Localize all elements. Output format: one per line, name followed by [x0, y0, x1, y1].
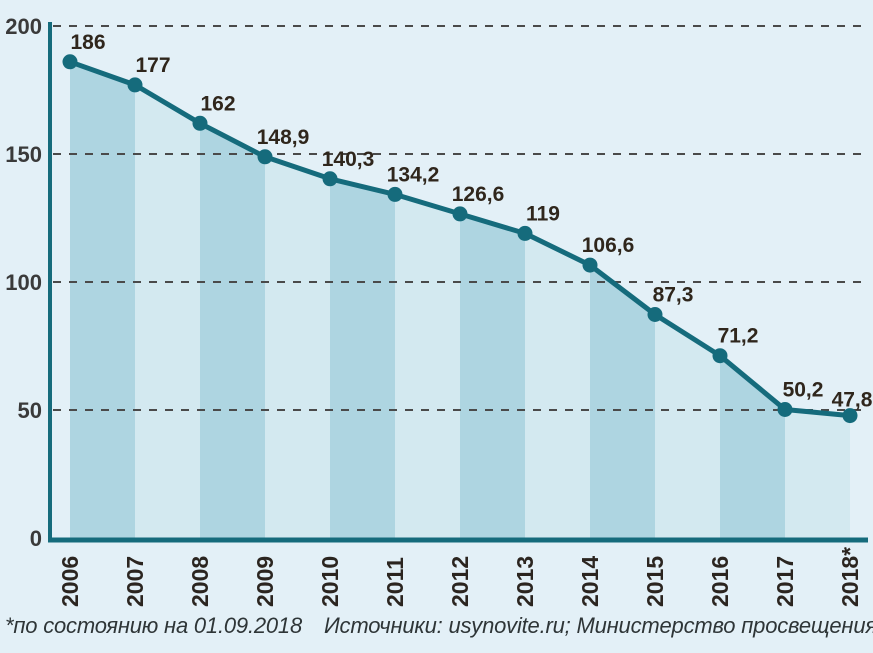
x-axis-year-label: 2016 — [707, 556, 733, 607]
y-axis-label: 100 — [5, 270, 42, 295]
area-band — [70, 61, 135, 540]
area-band — [265, 156, 330, 540]
x-axis-year-label: 2018* — [837, 547, 863, 607]
value-label: 177 — [135, 54, 170, 77]
data-point-dot — [452, 206, 468, 222]
area-band — [460, 213, 525, 539]
x-axis-year-label: 2012 — [447, 556, 473, 607]
value-label: 50,2 — [783, 379, 824, 402]
area-band — [720, 355, 785, 539]
value-label: 148,9 — [257, 126, 310, 149]
data-point-dot — [647, 307, 663, 322]
area-band — [525, 233, 590, 539]
data-point-dot — [322, 171, 338, 187]
area-band — [395, 194, 460, 539]
area-band — [330, 178, 395, 540]
y-axis-label: 200 — [5, 14, 42, 39]
x-axis-year-label: 2007 — [122, 556, 148, 607]
y-axis-label: 50 — [18, 398, 42, 423]
value-label: 126,6 — [452, 183, 505, 206]
area-band — [135, 84, 200, 540]
footnote-text: *по состоянию на 01.09.2018 — [5, 613, 302, 638]
chart-canvas: 0 50 100 150 200 186 177 162 148,9 140,3 134,2 126,… — [5, 14, 873, 607]
value-label: 186 — [70, 31, 105, 54]
x-axis-year-label: 2015 — [642, 556, 668, 607]
data-point-dot — [517, 225, 533, 241]
data-point-dot — [127, 77, 143, 93]
area-band — [655, 314, 720, 539]
chart-caption: *по состоянию на 01.09.2018 Источники: us… — [5, 613, 873, 639]
x-axis-year-label: 2010 — [317, 556, 343, 607]
x-axis-year-label: 2006 — [57, 556, 83, 607]
value-label: 140,3 — [322, 148, 375, 171]
value-label: 71,2 — [718, 325, 759, 348]
value-label: 47,8 — [832, 389, 873, 412]
data-point-dot — [62, 54, 78, 70]
data-point-dot — [192, 115, 208, 131]
value-label: 134,2 — [387, 163, 440, 186]
x-axis-year-label: 2011 — [382, 557, 408, 607]
sources-text: Источники: usynovite.ru; Министерство пр… — [324, 613, 873, 638]
data-point-dot — [777, 402, 793, 417]
area-band — [200, 123, 265, 540]
x-axis-year-label: 2013 — [512, 556, 538, 607]
value-label: 87,3 — [653, 284, 694, 307]
y-axis-label: 0 — [30, 526, 42, 551]
x-axis-year-label: 2009 — [252, 556, 278, 607]
x-axis-year-label: 2008 — [187, 556, 213, 607]
value-label: 162 — [200, 92, 235, 115]
x-axis-year-label: 2014 — [577, 556, 603, 607]
data-point-dot — [387, 186, 403, 202]
value-label: 119 — [526, 202, 560, 225]
x-axis-year-label: 2017 — [772, 556, 798, 607]
data-point-dot — [712, 348, 728, 364]
data-point-dot — [257, 149, 273, 165]
data-point-dot — [582, 257, 598, 273]
value-label: 106,6 — [582, 234, 635, 257]
area-band — [590, 265, 655, 539]
data-point-dot — [842, 408, 858, 424]
y-axis-label: 150 — [5, 142, 42, 167]
area-band — [785, 409, 850, 539]
